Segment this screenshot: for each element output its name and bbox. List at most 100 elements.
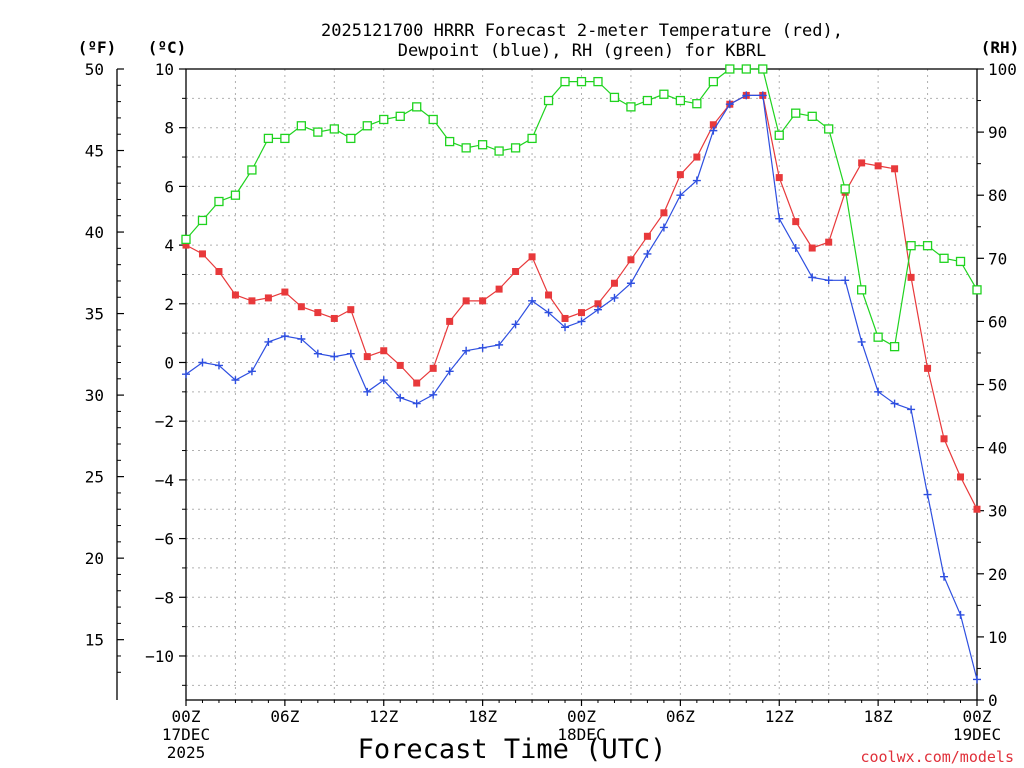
rh-tick-label: 60	[988, 312, 1007, 331]
rh-point	[445, 136, 455, 147]
x-tick-label: 00Z	[172, 707, 201, 726]
x-tick-year-label: 2025	[167, 743, 206, 762]
celsius-unit-label: (ºC)	[148, 38, 187, 57]
dewpoint-point	[346, 349, 355, 358]
dewpoint-point	[511, 320, 520, 329]
dewpoint-point	[462, 346, 471, 355]
dewpoint-point	[593, 305, 602, 314]
dewpoint-point	[758, 91, 767, 100]
x-axis-title: Forecast Time (UTC)	[358, 734, 667, 765]
dewpoint-point	[379, 376, 388, 385]
x-tick-date-label: 17DEC	[162, 725, 210, 744]
rh-point	[824, 124, 834, 134]
dewpoint-point	[676, 191, 685, 200]
rh-point	[510, 143, 521, 153]
x-tick-label: 00Z	[963, 707, 992, 726]
rh-point	[296, 121, 307, 131]
rh-tick-label: 10	[988, 628, 1007, 647]
temperature-point	[643, 232, 651, 240]
temperature-point	[940, 435, 948, 443]
rh-tick-label: 90	[988, 123, 1007, 142]
dewpoint-point	[791, 244, 800, 253]
temperature-point	[907, 273, 915, 281]
celsius-tick-label: −8	[155, 588, 174, 607]
temperature-point	[561, 314, 569, 322]
rh-point	[247, 165, 257, 175]
temperature-point	[363, 353, 371, 361]
x-tick-date-label: 19DEC	[953, 725, 1001, 744]
temperature-point	[610, 279, 618, 287]
temperature-point	[578, 309, 585, 317]
temperature-point	[462, 297, 470, 305]
dewpoint-series	[182, 91, 981, 684]
rh-tick-label: 100	[988, 60, 1017, 79]
celsius-tick-label: 6	[164, 177, 174, 196]
dewpoint-point	[808, 273, 817, 282]
dewpoint-point	[643, 249, 652, 258]
temperature-point	[347, 306, 355, 314]
temperature-point	[594, 300, 602, 308]
temperature-series	[182, 91, 981, 513]
dewpoint-point	[264, 337, 273, 346]
temperature-point	[380, 347, 388, 355]
temperature-point	[429, 364, 437, 372]
temperature-point	[413, 379, 421, 387]
dewpoint-point	[973, 675, 981, 684]
dewpoint-point	[890, 399, 899, 408]
rh-point	[494, 146, 504, 156]
temperature-point	[973, 505, 981, 513]
temperature-point	[627, 256, 635, 264]
x-tick-date-label: 18DEC	[557, 725, 605, 744]
temperature-point	[396, 361, 404, 369]
chart-title-line2: Dewpoint (blue), RH (green) for KBRL	[398, 41, 766, 61]
fahrenheit-tick-label: 20	[85, 549, 104, 568]
x-tick-label: 06Z	[270, 707, 299, 726]
dewpoint-point	[429, 390, 438, 399]
dewpoint-point	[478, 343, 487, 352]
temperature-point	[660, 209, 668, 217]
temperature-point	[825, 238, 833, 246]
temperature-point	[512, 268, 520, 276]
temperature-point	[182, 241, 190, 249]
rh-point	[280, 133, 290, 144]
dewpoint-point	[907, 405, 916, 414]
temperature-point	[231, 291, 239, 299]
rh-point	[642, 95, 653, 106]
temperature-point	[330, 314, 338, 322]
fahrenheit-tick-label: 15	[85, 631, 104, 650]
temperature-point	[297, 303, 305, 311]
rh-point	[675, 95, 686, 106]
rh-point	[758, 64, 768, 74]
dewpoint-point	[610, 293, 619, 302]
rh-point	[889, 341, 900, 352]
rh-point	[197, 215, 208, 226]
celsius-tick-label: 0	[164, 353, 174, 372]
x-tick-label: 06Z	[666, 707, 695, 726]
rh-point	[560, 76, 570, 87]
dewpoint-point	[495, 340, 504, 349]
credit-label: coolwx.com/models	[860, 748, 1014, 766]
dewpoint-point	[775, 214, 784, 223]
dewpoint-point	[824, 276, 833, 285]
rh-point	[346, 133, 356, 144]
dewpoint-point	[313, 349, 322, 358]
dewpoint-point	[280, 332, 289, 341]
celsius-tick-label: 4	[164, 236, 174, 255]
dewpoint-point	[198, 358, 207, 367]
rh-tick-label: 0	[988, 691, 998, 710]
rh-point	[395, 111, 405, 121]
rh-tick-label: 80	[988, 186, 1007, 205]
dewpoint-point	[742, 91, 751, 100]
rh-point	[807, 111, 817, 121]
temperature-point	[264, 294, 272, 302]
rh-point	[543, 95, 554, 106]
celsius-tick-label: 2	[164, 295, 174, 314]
temperature-point	[314, 309, 322, 317]
dewpoint-point	[182, 370, 190, 379]
temperature-point	[281, 288, 289, 296]
rh-point	[972, 285, 982, 295]
dewpoint-point	[363, 387, 372, 396]
temperature-point	[957, 473, 965, 481]
rh-point	[955, 256, 966, 267]
rh-point	[461, 143, 471, 153]
